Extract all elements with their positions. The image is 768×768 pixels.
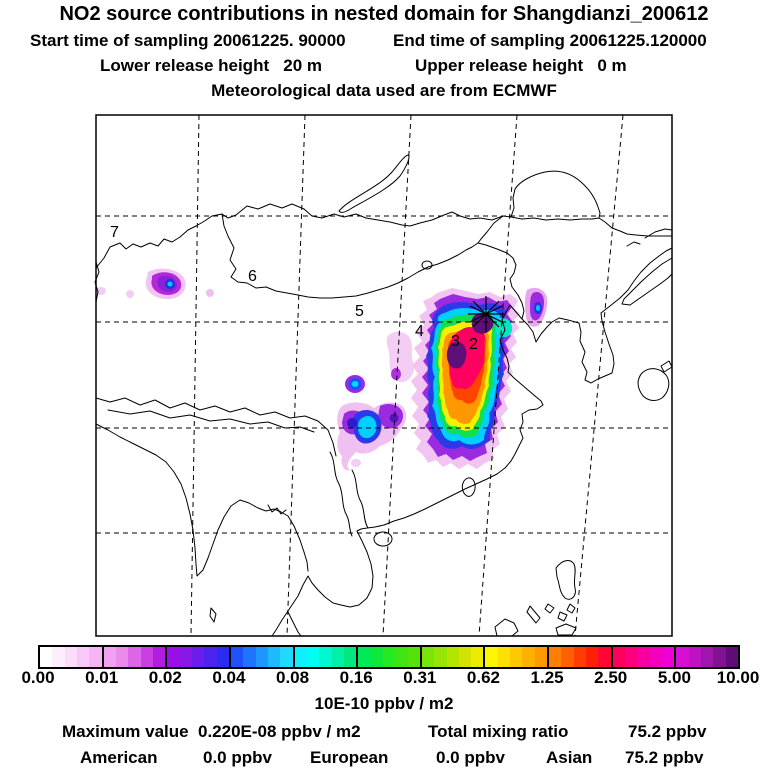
max-value: 0.220E-08 ppbv / m2 — [198, 722, 361, 741]
page-title: NO2 source contributions in nested domai… — [59, 3, 709, 25]
colorbar-cell — [510, 647, 523, 667]
colorbar-cell — [319, 647, 332, 667]
colorbar-cell — [356, 647, 371, 667]
colorbar-cell — [101, 647, 116, 667]
trajectory-label-2: 2 — [469, 336, 478, 353]
colorbar-tick-label: 1.25 — [530, 668, 564, 687]
colorbar-cell — [76, 647, 90, 667]
colorbar-tick-label: 0.04 — [212, 668, 246, 687]
colorbar-cell — [191, 647, 205, 667]
colorbar-cell — [534, 647, 548, 667]
trajectory-labels: 23 4 5 6 7 — [110, 224, 478, 353]
colorbar-cell — [688, 647, 702, 667]
colorbar-cell — [573, 647, 587, 667]
colorbar-cell — [637, 647, 650, 667]
colorbar-cell — [395, 647, 408, 667]
colorbar-cell — [89, 647, 102, 667]
colorbar-cell — [228, 647, 244, 667]
region-european-value: 0.0 ppbv — [436, 748, 505, 767]
colorbar-cell — [497, 647, 511, 667]
trajectory-label-4: 4 — [415, 323, 424, 340]
source-marker-icon — [468, 296, 504, 332]
colorbar-tick-label: 0.02 — [148, 668, 182, 687]
colorbar-tick-label: 0.08 — [275, 668, 310, 687]
trajectory-label-6: 6 — [248, 268, 257, 285]
colorbar-cell — [292, 647, 307, 667]
region-american-value: 0.0 ppbv — [203, 748, 272, 767]
colorbar-cell — [446, 647, 459, 667]
colorbar-cell — [243, 647, 256, 667]
upper-release-label: Upper release height 0 m — [415, 56, 627, 75]
colorbar — [38, 645, 740, 669]
colorbar-cell — [204, 647, 217, 667]
colorbar-cell — [64, 647, 77, 667]
colorbar-cell — [610, 647, 626, 667]
colorbar-cell — [522, 647, 535, 667]
colorbar-units-label: 10E-10 ppbv / m2 — [314, 694, 454, 713]
colorbar-cell — [547, 647, 562, 667]
colorbar-cell — [483, 647, 498, 667]
meteo-label: Meteorological data used are from ECMWF — [211, 81, 557, 100]
colorbar-cell — [152, 647, 166, 667]
colorbar-cell — [40, 647, 53, 667]
trajectory-label-7: 7 — [110, 224, 119, 241]
colorbar-cell — [382, 647, 396, 667]
colorbar-cell — [165, 647, 180, 667]
colorbar-cell — [471, 647, 484, 667]
max-value-label: Maximum value — [62, 722, 189, 741]
colorbar-cell — [713, 647, 726, 667]
colorbar-cell — [458, 647, 472, 667]
colorbar-cell — [649, 647, 663, 667]
trajectory-label-3: 3 — [451, 333, 460, 350]
colorbar-cell — [598, 647, 611, 667]
colorbar-cell — [674, 647, 689, 667]
colorbar-cell — [662, 647, 675, 667]
total-mixing-ratio-label: Total mixing ratio — [428, 722, 569, 741]
concentration-plume — [96, 268, 548, 471]
colorbar-cell — [407, 647, 420, 667]
colorbar-cell — [267, 647, 281, 667]
colorbar-cell — [586, 647, 599, 667]
end-time-label: End time of sampling 20061225.120000 — [393, 31, 707, 50]
colorbar-cell — [434, 647, 447, 667]
colorbar-cell — [255, 647, 268, 667]
map-frame — [95, 114, 673, 637]
colorbar-tick-label: 0.01 — [85, 668, 119, 687]
colorbar-cell — [179, 647, 192, 667]
lower-release-label: Lower release height 20 m — [100, 56, 323, 75]
colorbar-cell — [370, 647, 383, 667]
trajectory-label-5: 5 — [355, 303, 364, 320]
colorbar-cell — [561, 647, 574, 667]
colorbar-cell — [331, 647, 344, 667]
start-time-label: Start time of sampling 20061225. 90000 — [30, 31, 346, 50]
colorbar-cell — [115, 647, 129, 667]
colorbar-cell — [701, 647, 714, 667]
region-american-label: American — [80, 748, 158, 767]
colorbar-tick-label: 0.31 — [403, 668, 437, 687]
region-asian-value: 75.2 ppbv — [625, 748, 704, 767]
region-asian-label: Asian — [546, 748, 593, 767]
coastlines-borders — [94, 154, 673, 637]
colorbar-cell — [725, 647, 739, 667]
colorbar-cell — [280, 647, 293, 667]
colorbar-cell — [343, 647, 357, 667]
colorbar-tick-label: 0.62 — [466, 668, 500, 687]
region-european-label: European — [310, 748, 389, 767]
colorbar-tick-label: 0.00 — [21, 668, 55, 687]
colorbar-tick-label: 10.00 — [716, 668, 760, 687]
colorbar-cell — [419, 647, 435, 667]
grid-lines — [96, 114, 672, 637]
colorbar-tick-label: 0.16 — [339, 668, 373, 687]
colorbar-cell — [216, 647, 229, 667]
colorbar-cell — [52, 647, 65, 667]
colorbar-cell — [306, 647, 320, 667]
colorbar-tick-label: 2.50 — [594, 668, 628, 687]
colorbar-cell — [140, 647, 153, 667]
colorbar-tick-label: 5.00 — [657, 668, 691, 687]
total-mixing-ratio-value: 75.2 ppbv — [628, 722, 707, 741]
colorbar-cell — [128, 647, 141, 667]
colorbar-cell — [625, 647, 638, 667]
